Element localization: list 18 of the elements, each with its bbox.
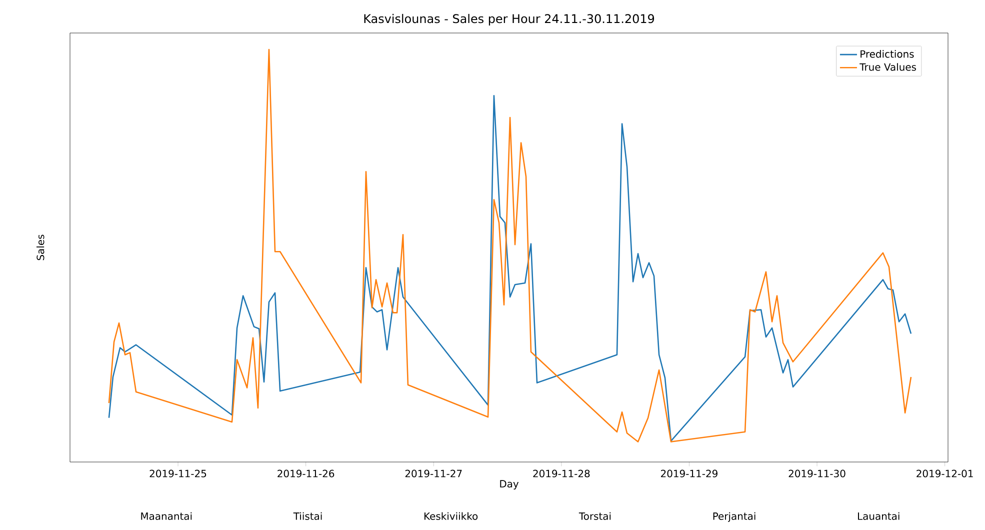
x-tick-label: 2019-11-27 — [405, 470, 462, 478]
x-tick-label: 2019-11-25 — [150, 470, 206, 478]
x-tick-label: 2019-11-26 — [278, 470, 334, 478]
text: Perjantai — [713, 512, 756, 522]
x-tick-label: 2019-11-28 — [533, 470, 590, 478]
x-tick-label: 2019-12-01 — [916, 470, 973, 478]
chart-title: Kasvislounas - Sales per Hour 24.11.-30.11.2019 — [364, 14, 654, 26]
x-axis-title: Day — [500, 480, 519, 490]
y-axis-title: Sales — [36, 234, 44, 260]
x-tick-label: 2019-11-30 — [788, 470, 846, 478]
text: Lauantai — [858, 512, 900, 520]
x-tick-label: 2019-11-29 — [661, 470, 718, 478]
text: Torstai — [578, 512, 611, 520]
legend-label: True Values — [860, 63, 916, 71]
text: Tiistai — [293, 512, 322, 520]
text: Keskiviikko — [424, 512, 478, 520]
text: Maanantai — [141, 512, 192, 520]
legend-label: Predictions — [860, 50, 914, 58]
